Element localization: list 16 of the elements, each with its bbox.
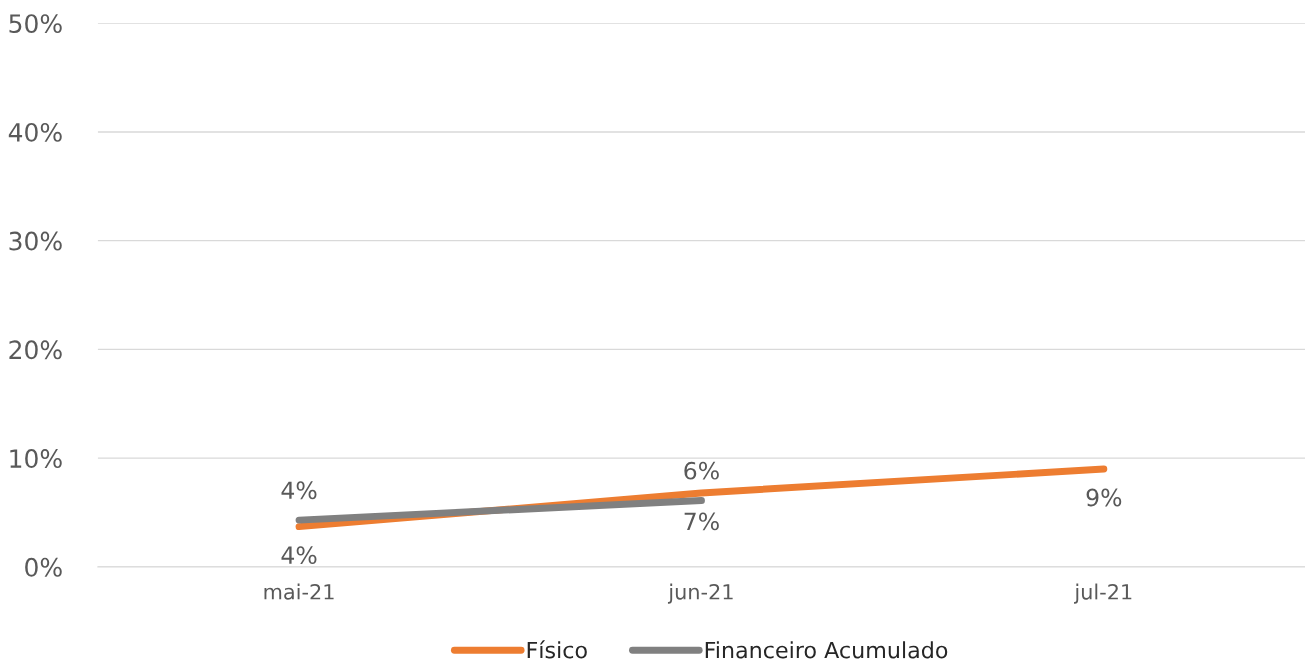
legend-label: Financeiro Acumulado bbox=[705, 641, 948, 659]
data-label: 7% bbox=[684, 512, 719, 531]
legend-label: Físico bbox=[527, 640, 587, 659]
y-tick-label: 50% bbox=[9, 14, 62, 34]
x-tick-label: jul-21 bbox=[1074, 583, 1132, 604]
data-label: 6% bbox=[684, 461, 719, 480]
data-label: 9% bbox=[1086, 488, 1122, 507]
y-tick-label: 30% bbox=[9, 231, 62, 251]
x-tick-label: jun-21 bbox=[667, 583, 733, 604]
x-tick-label: mai-21 bbox=[264, 583, 334, 600]
data-label: 4% bbox=[281, 481, 317, 500]
y-tick-label: 20% bbox=[9, 340, 62, 360]
y-tick-label: 0% bbox=[25, 557, 62, 577]
data-label: 4% bbox=[281, 546, 317, 565]
y-tick-label: 40% bbox=[8, 122, 62, 142]
y-tick-label: 10% bbox=[10, 449, 62, 468]
